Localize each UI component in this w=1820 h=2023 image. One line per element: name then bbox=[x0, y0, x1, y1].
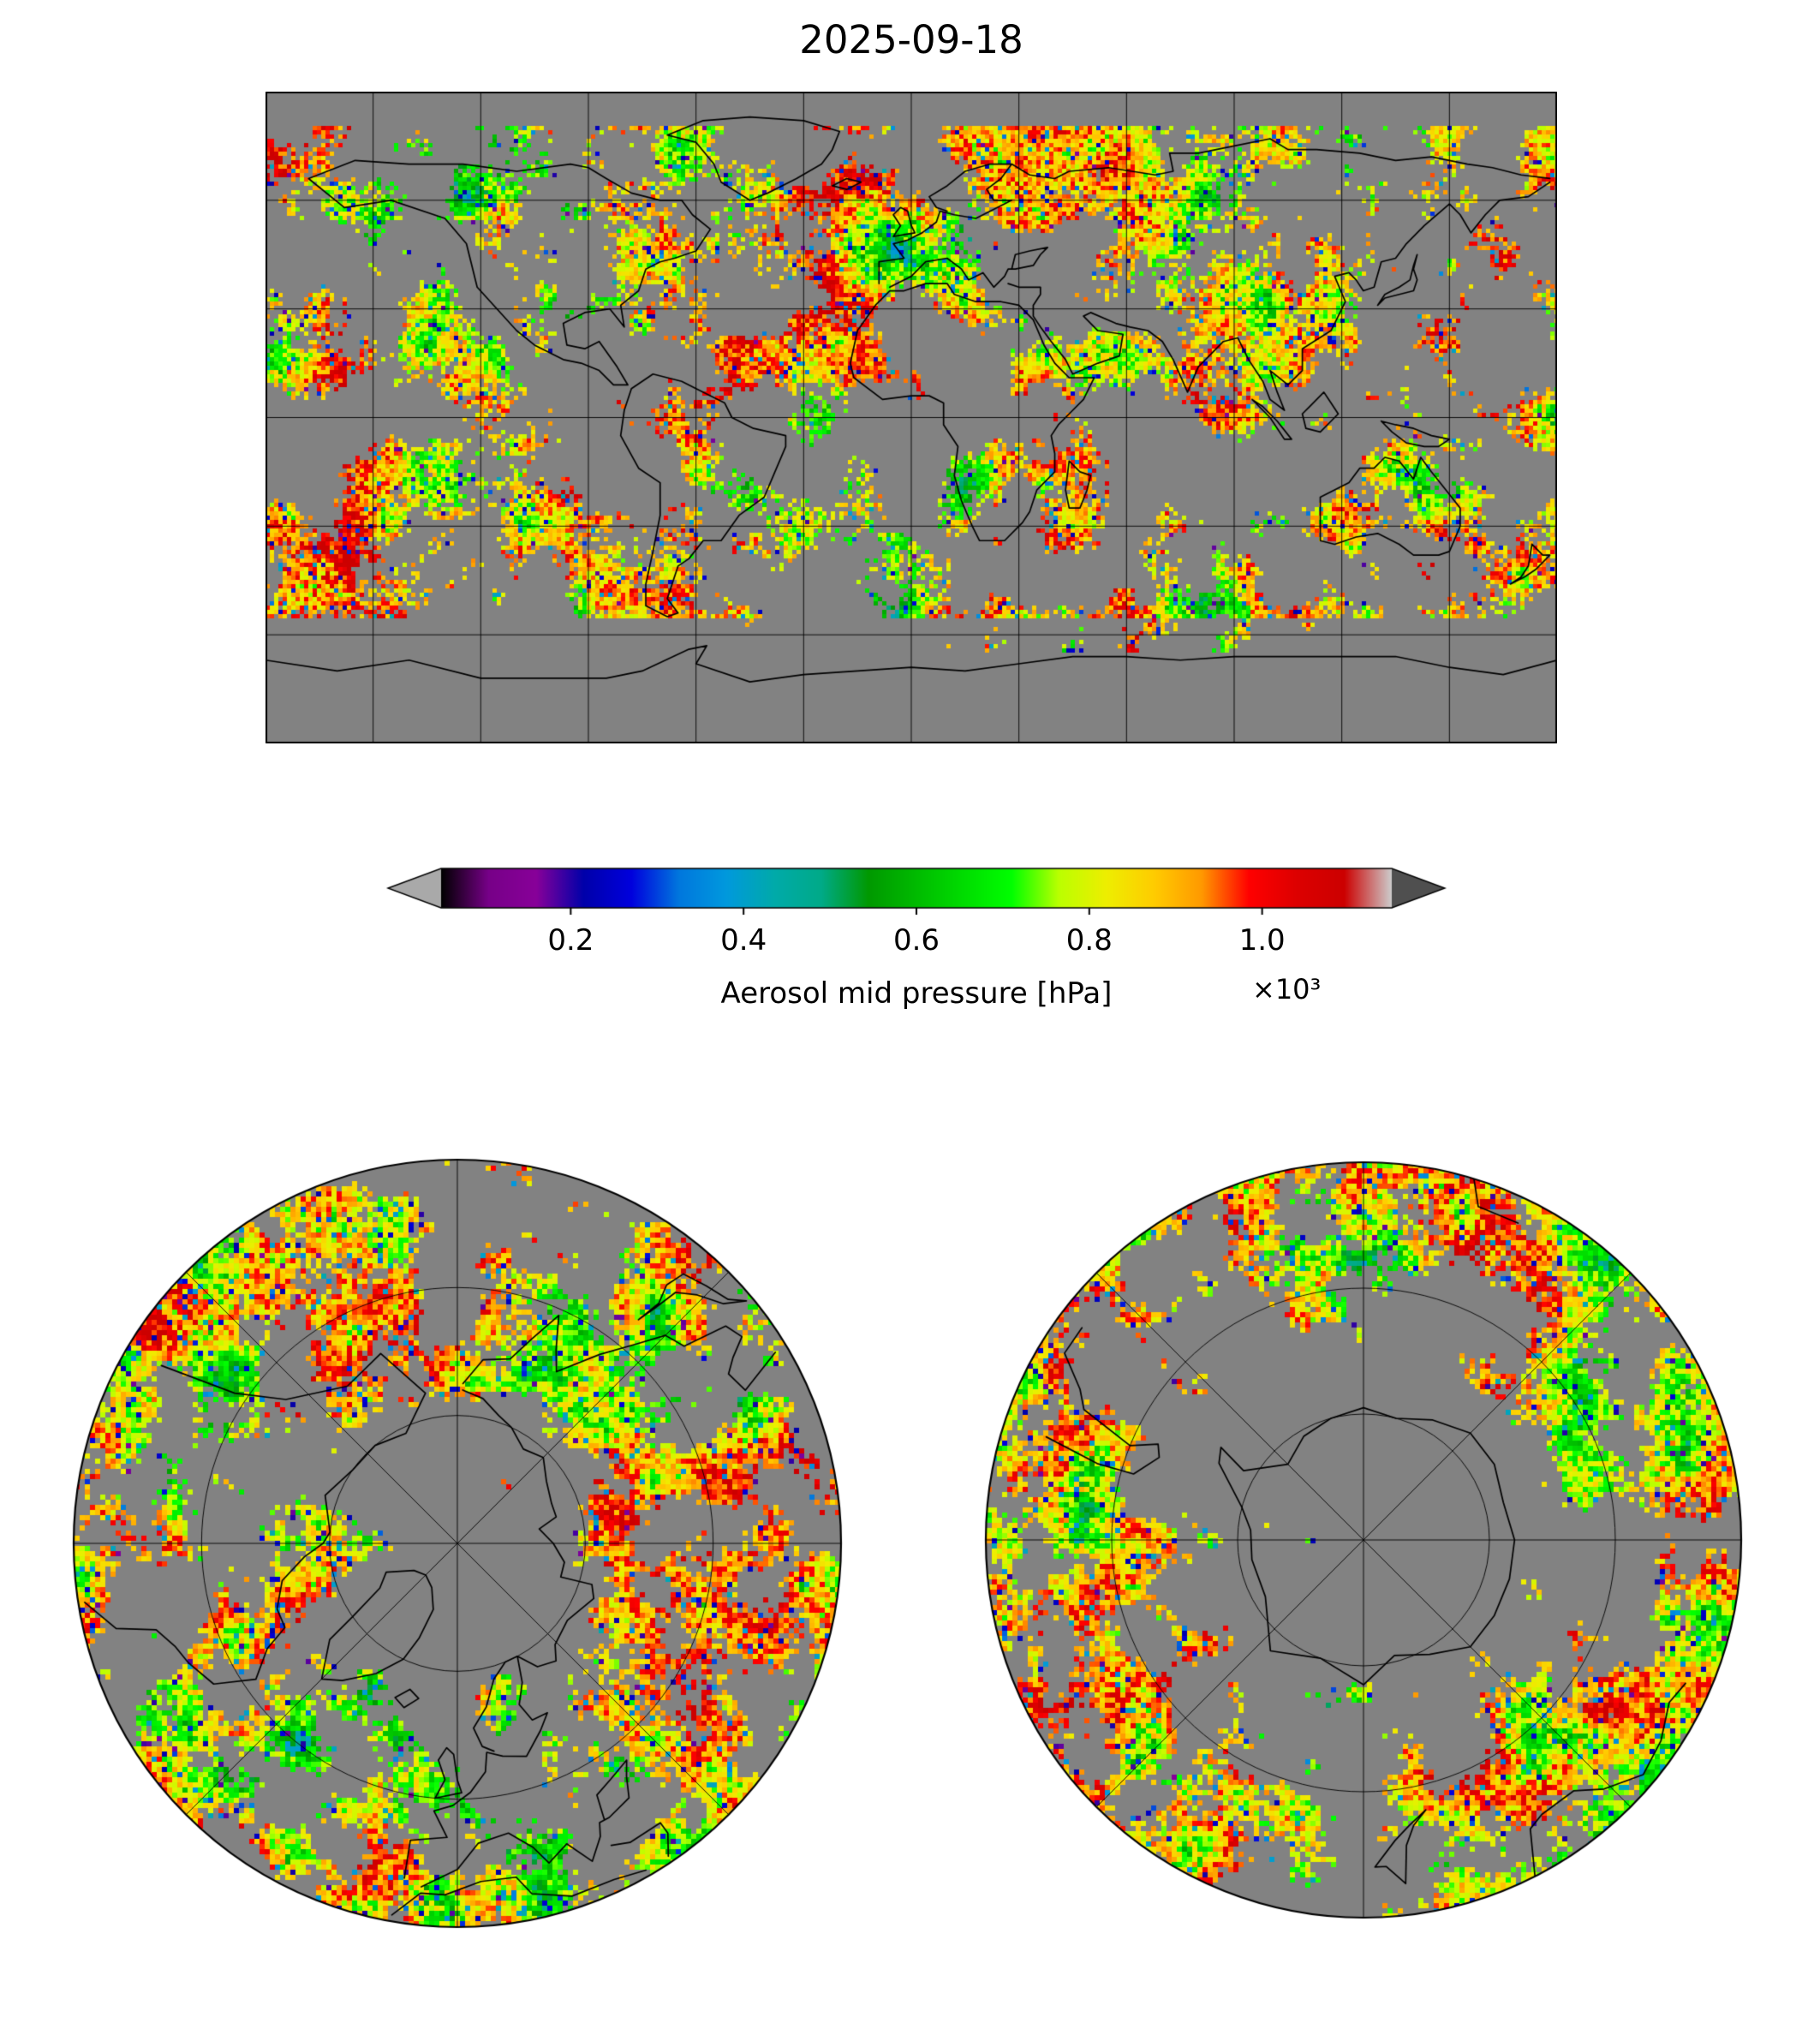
figure-title: 2025-09-18 bbox=[799, 17, 1023, 63]
colorbar-tick-label: 0.6 bbox=[892, 923, 940, 958]
colorbar-tick-label: 1.0 bbox=[1238, 923, 1286, 958]
global-map-panel bbox=[266, 92, 1557, 743]
colorbar-tick-label: 0.2 bbox=[547, 923, 594, 958]
colorbar-tick-label: 0.4 bbox=[720, 923, 767, 958]
colorbar-offset-text: ×10³ bbox=[1252, 973, 1322, 1006]
north-polar-map-panel bbox=[69, 1155, 845, 1931]
colorbar-label: Aerosol mid pressure [hPa] bbox=[720, 976, 1113, 1011]
colorbar-tick-label: 0.8 bbox=[1065, 923, 1113, 958]
colorbar bbox=[385, 867, 1447, 916]
south-polar-map-panel bbox=[982, 1158, 1745, 1922]
